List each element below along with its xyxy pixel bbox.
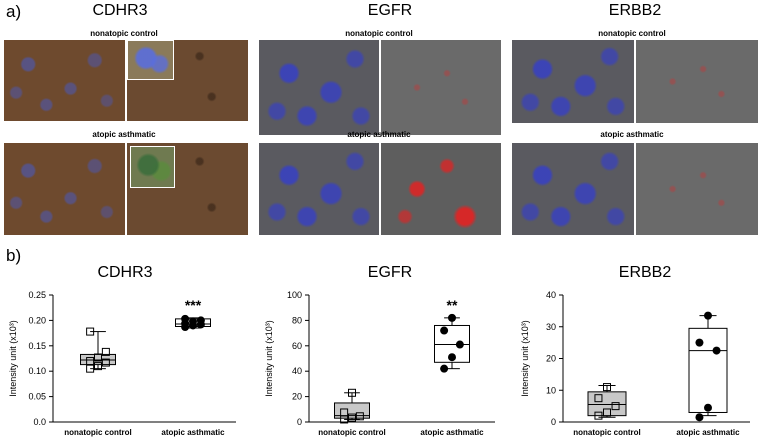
- significance-label: ***: [185, 297, 202, 313]
- cdhr3-nonatopic-overlay-image: [4, 40, 125, 121]
- data-point: [695, 338, 704, 347]
- panel-a-title-egfr: EGFR: [367, 2, 413, 19]
- data-point: [196, 316, 205, 325]
- y-tick-label: 20: [292, 392, 302, 402]
- box-plot-egfr: EGFR 0 20 40 60 80 100 Intensity unit (x10³) non…: [264, 264, 495, 437]
- data-point: [455, 340, 464, 349]
- y-tick-label: 60: [292, 341, 302, 351]
- data-point: [448, 313, 456, 322]
- data-point: [695, 413, 704, 422]
- y-tick-label: 10: [546, 385, 556, 395]
- data-point: [704, 311, 712, 320]
- data-point: [94, 353, 102, 362]
- data-point: [594, 394, 603, 403]
- y-tick-label: 20: [546, 354, 556, 364]
- cdhr3-bottom-condition-label: atopic asthmatic: [92, 130, 156, 139]
- egfr-top-condition-label: nonatopic control: [345, 29, 413, 38]
- y-tick-label: 30: [546, 322, 556, 332]
- cdhr3-asthmatic-overlay-image: [4, 143, 125, 235]
- y-axis-label: Intensity unit (x10³): [520, 320, 530, 397]
- egfr-bottom-condition-label: atopic asthmatic: [347, 130, 411, 139]
- erbb2-asthmatic-staining-image: [636, 143, 758, 235]
- x-category-label: atopic asthmatic: [161, 428, 225, 437]
- y-tick-label: 0.15: [28, 341, 46, 351]
- y-tick-label: 40: [546, 290, 556, 300]
- panel-a-label: a): [6, 2, 22, 21]
- x-category-label: nonatopic control: [573, 428, 641, 437]
- y-tick-label: 0.20: [28, 315, 46, 325]
- data-point: [340, 408, 349, 417]
- data-point: [594, 411, 603, 420]
- erbb2-asthmatic-overlay-image: [512, 143, 634, 235]
- chart-title: EGFR: [368, 264, 412, 281]
- data-point: [181, 314, 190, 323]
- box-plot-erbb2: ERBB2 0 10 20 30 40 Intensity unit (x10³) nonat…: [520, 264, 750, 437]
- box-iqr: [587, 391, 627, 417]
- data-point: [348, 388, 356, 397]
- erbb2-top-condition-label: nonatopic control: [598, 29, 666, 38]
- significance-label: **: [447, 297, 458, 313]
- panel-a-title-cdhr3: CDHR3: [92, 2, 148, 19]
- egfr-asthmatic-overlay-image: [259, 143, 379, 235]
- y-tick-label: 0.05: [28, 392, 46, 402]
- data-point: [440, 364, 449, 373]
- data-point: [101, 347, 110, 356]
- y-tick-label: 40: [292, 366, 302, 376]
- data-point: [704, 403, 712, 412]
- data-point: [86, 357, 95, 366]
- egfr-asthmatic-staining-image: [381, 143, 501, 235]
- chart-title: CDHR3: [97, 264, 152, 281]
- box-iqr: [688, 327, 728, 413]
- data-point: [86, 327, 95, 336]
- box-iqr: [334, 402, 370, 419]
- data-point: [348, 413, 356, 422]
- erbb2-nonatopic-staining-image: [636, 40, 758, 123]
- x-category-label: atopic asthmatic: [676, 428, 740, 437]
- panel-a-title-erbb2: ERBB2: [608, 2, 662, 19]
- y-tick-label: 0.10: [28, 366, 46, 376]
- y-tick-label: 0: [297, 417, 302, 427]
- y-tick-label: 0.0: [33, 417, 46, 427]
- box-plots-canvas: CDHR3 0.0 0.05 0.10 0.15 0.20 0.25 Intensity un…: [8, 264, 750, 437]
- cdhr3-top-condition-label: nonatopic control: [90, 29, 158, 38]
- data-point: [603, 383, 611, 392]
- x-category-label: nonatopic control: [318, 428, 386, 437]
- data-point: [440, 326, 449, 335]
- cdhr3-nonatopic-inset: [127, 40, 174, 80]
- data-point: [86, 364, 95, 373]
- cdhr3-nonatopic-staining-image: [127, 40, 248, 121]
- chart-title: ERBB2: [619, 264, 672, 281]
- data-point: [611, 402, 620, 411]
- egfr-nonatopic-staining-image: [381, 40, 501, 135]
- erbb2-nonatopic-overlay-image: [512, 40, 634, 123]
- data-point: [712, 346, 721, 355]
- x-category-label: nonatopic control: [64, 428, 132, 437]
- egfr-nonatopic-overlay-image: [259, 40, 379, 135]
- cdhr3-asthmatic-staining-image: [127, 143, 248, 235]
- y-axis-label: Intensity unit (x10³): [8, 320, 18, 397]
- data-point: [603, 408, 611, 417]
- data-point: [94, 362, 102, 371]
- cdhr3-asthmatic-inset: [130, 146, 175, 188]
- panel-b-label: b): [6, 246, 22, 265]
- x-category-label: atopic asthmatic: [420, 428, 484, 437]
- data-point: [101, 358, 110, 367]
- box-plot-cdhr3: CDHR3 0.0 0.05 0.10 0.15 0.20 0.25 Intensity un…: [8, 264, 236, 437]
- data-point: [355, 412, 364, 421]
- data-point: [189, 317, 197, 326]
- y-axis-label: Intensity unit (x10³): [264, 320, 274, 397]
- data-point: [448, 353, 456, 362]
- erbb2-bottom-condition-label: atopic asthmatic: [600, 130, 664, 139]
- y-tick-label: 80: [292, 315, 302, 325]
- y-tick-label: 100: [287, 290, 302, 300]
- y-tick-label: 0: [551, 417, 556, 427]
- y-tick-label: 0.25: [28, 290, 46, 300]
